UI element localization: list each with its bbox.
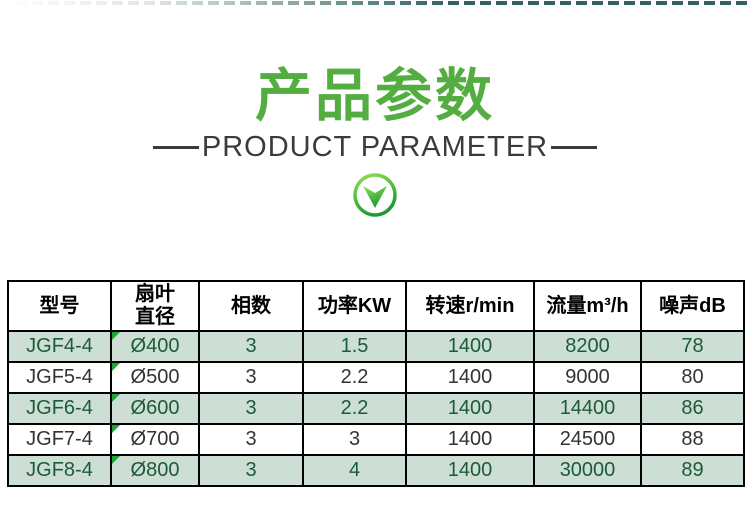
cell-model: JGF8-4	[7, 454, 112, 487]
header-power-kw: 功率KW	[302, 280, 407, 332]
header-airflow: 流量m³/h	[533, 280, 642, 332]
cell-phases: 3	[198, 454, 304, 487]
section-title: 产品参数	[255, 64, 495, 128]
cell-diameter-value: Ø500	[130, 366, 180, 388]
excel-corner-marker-icon	[113, 457, 120, 464]
cell-diameter-value: Ø800	[130, 459, 180, 481]
table-header-row: 型号 扇叶 直径 相数 功率KW 转速r/min 流量m³/h 噪声dB	[7, 280, 745, 332]
cell-power: 2.2	[302, 392, 407, 425]
header-model: 型号	[7, 280, 112, 332]
cell-diameter: Ø800	[110, 454, 200, 487]
excel-corner-marker-icon	[113, 364, 120, 371]
parameters-table: 型号 扇叶 直径 相数 功率KW 转速r/min 流量m³/h 噪声dB JGF…	[7, 280, 745, 487]
table-row: JGF5-4 Ø500 3 2.2 1400 9000 80	[7, 361, 745, 394]
down-arrow-icon	[0, 171, 750, 224]
header-phases: 相数	[198, 280, 304, 332]
cell-noise: 89	[640, 454, 745, 487]
cell-noise: 88	[640, 423, 745, 456]
cell-power: 3	[302, 423, 407, 456]
header-blade-diameter: 扇叶 直径	[110, 280, 200, 332]
cell-phases: 3	[198, 361, 304, 394]
excel-corner-marker-icon	[113, 426, 120, 433]
subtitle-dash-right	[551, 146, 598, 149]
cell-phases: 3	[198, 330, 304, 363]
cell-airflow: 30000	[533, 454, 642, 487]
section-subtitle: PRODUCT PARAMETER	[0, 131, 750, 164]
cell-power: 4	[302, 454, 407, 487]
cell-power: 2.2	[302, 361, 407, 394]
cell-airflow: 24500	[533, 423, 642, 456]
excel-corner-marker-icon	[113, 395, 120, 402]
cell-speed: 1400	[405, 361, 535, 394]
cell-diameter-value: Ø700	[130, 428, 180, 450]
cell-model: JGF7-4	[7, 423, 112, 456]
table-row: JGF4-4 Ø400 3 1.5 1400 8200 78	[7, 330, 745, 363]
table-row: JGF7-4 Ø700 3 3 1400 24500 88	[7, 423, 745, 456]
table-row: JGF8-4 Ø800 3 4 1400 30000 89	[7, 454, 745, 487]
cell-diameter: Ø700	[110, 423, 200, 456]
cell-diameter-value: Ø400	[130, 335, 180, 357]
cell-noise: 86	[640, 392, 745, 425]
header-speed-rpm: 转速r/min	[405, 280, 535, 332]
table-row: JGF6-4 Ø600 3 2.2 1400 14400 86	[7, 392, 745, 425]
cell-power: 1.5	[302, 330, 407, 363]
subtitle-text: PRODUCT PARAMETER	[201, 131, 549, 163]
cell-model: JGF4-4	[7, 330, 112, 363]
cell-speed: 1400	[405, 423, 535, 456]
cell-phases: 3	[198, 423, 304, 456]
cell-diameter: Ø600	[110, 392, 200, 425]
cell-airflow: 9000	[533, 361, 642, 394]
cell-airflow: 8200	[533, 330, 642, 363]
cell-speed: 1400	[405, 330, 535, 363]
top-dashed-border	[0, 1, 750, 5]
cell-diameter: Ø500	[110, 361, 200, 394]
cell-diameter: Ø400	[110, 330, 200, 363]
cell-speed: 1400	[405, 392, 535, 425]
cell-speed: 1400	[405, 454, 535, 487]
header-noise-db: 噪声dB	[640, 280, 745, 332]
subtitle-dash-left	[152, 146, 199, 149]
cell-diameter-value: Ø600	[130, 397, 180, 419]
excel-corner-marker-icon	[113, 333, 120, 340]
cell-noise: 80	[640, 361, 745, 394]
cell-model: JGF5-4	[7, 361, 112, 394]
cell-airflow: 14400	[533, 392, 642, 425]
cell-noise: 78	[640, 330, 745, 363]
cell-phases: 3	[198, 392, 304, 425]
cell-model: JGF6-4	[7, 392, 112, 425]
